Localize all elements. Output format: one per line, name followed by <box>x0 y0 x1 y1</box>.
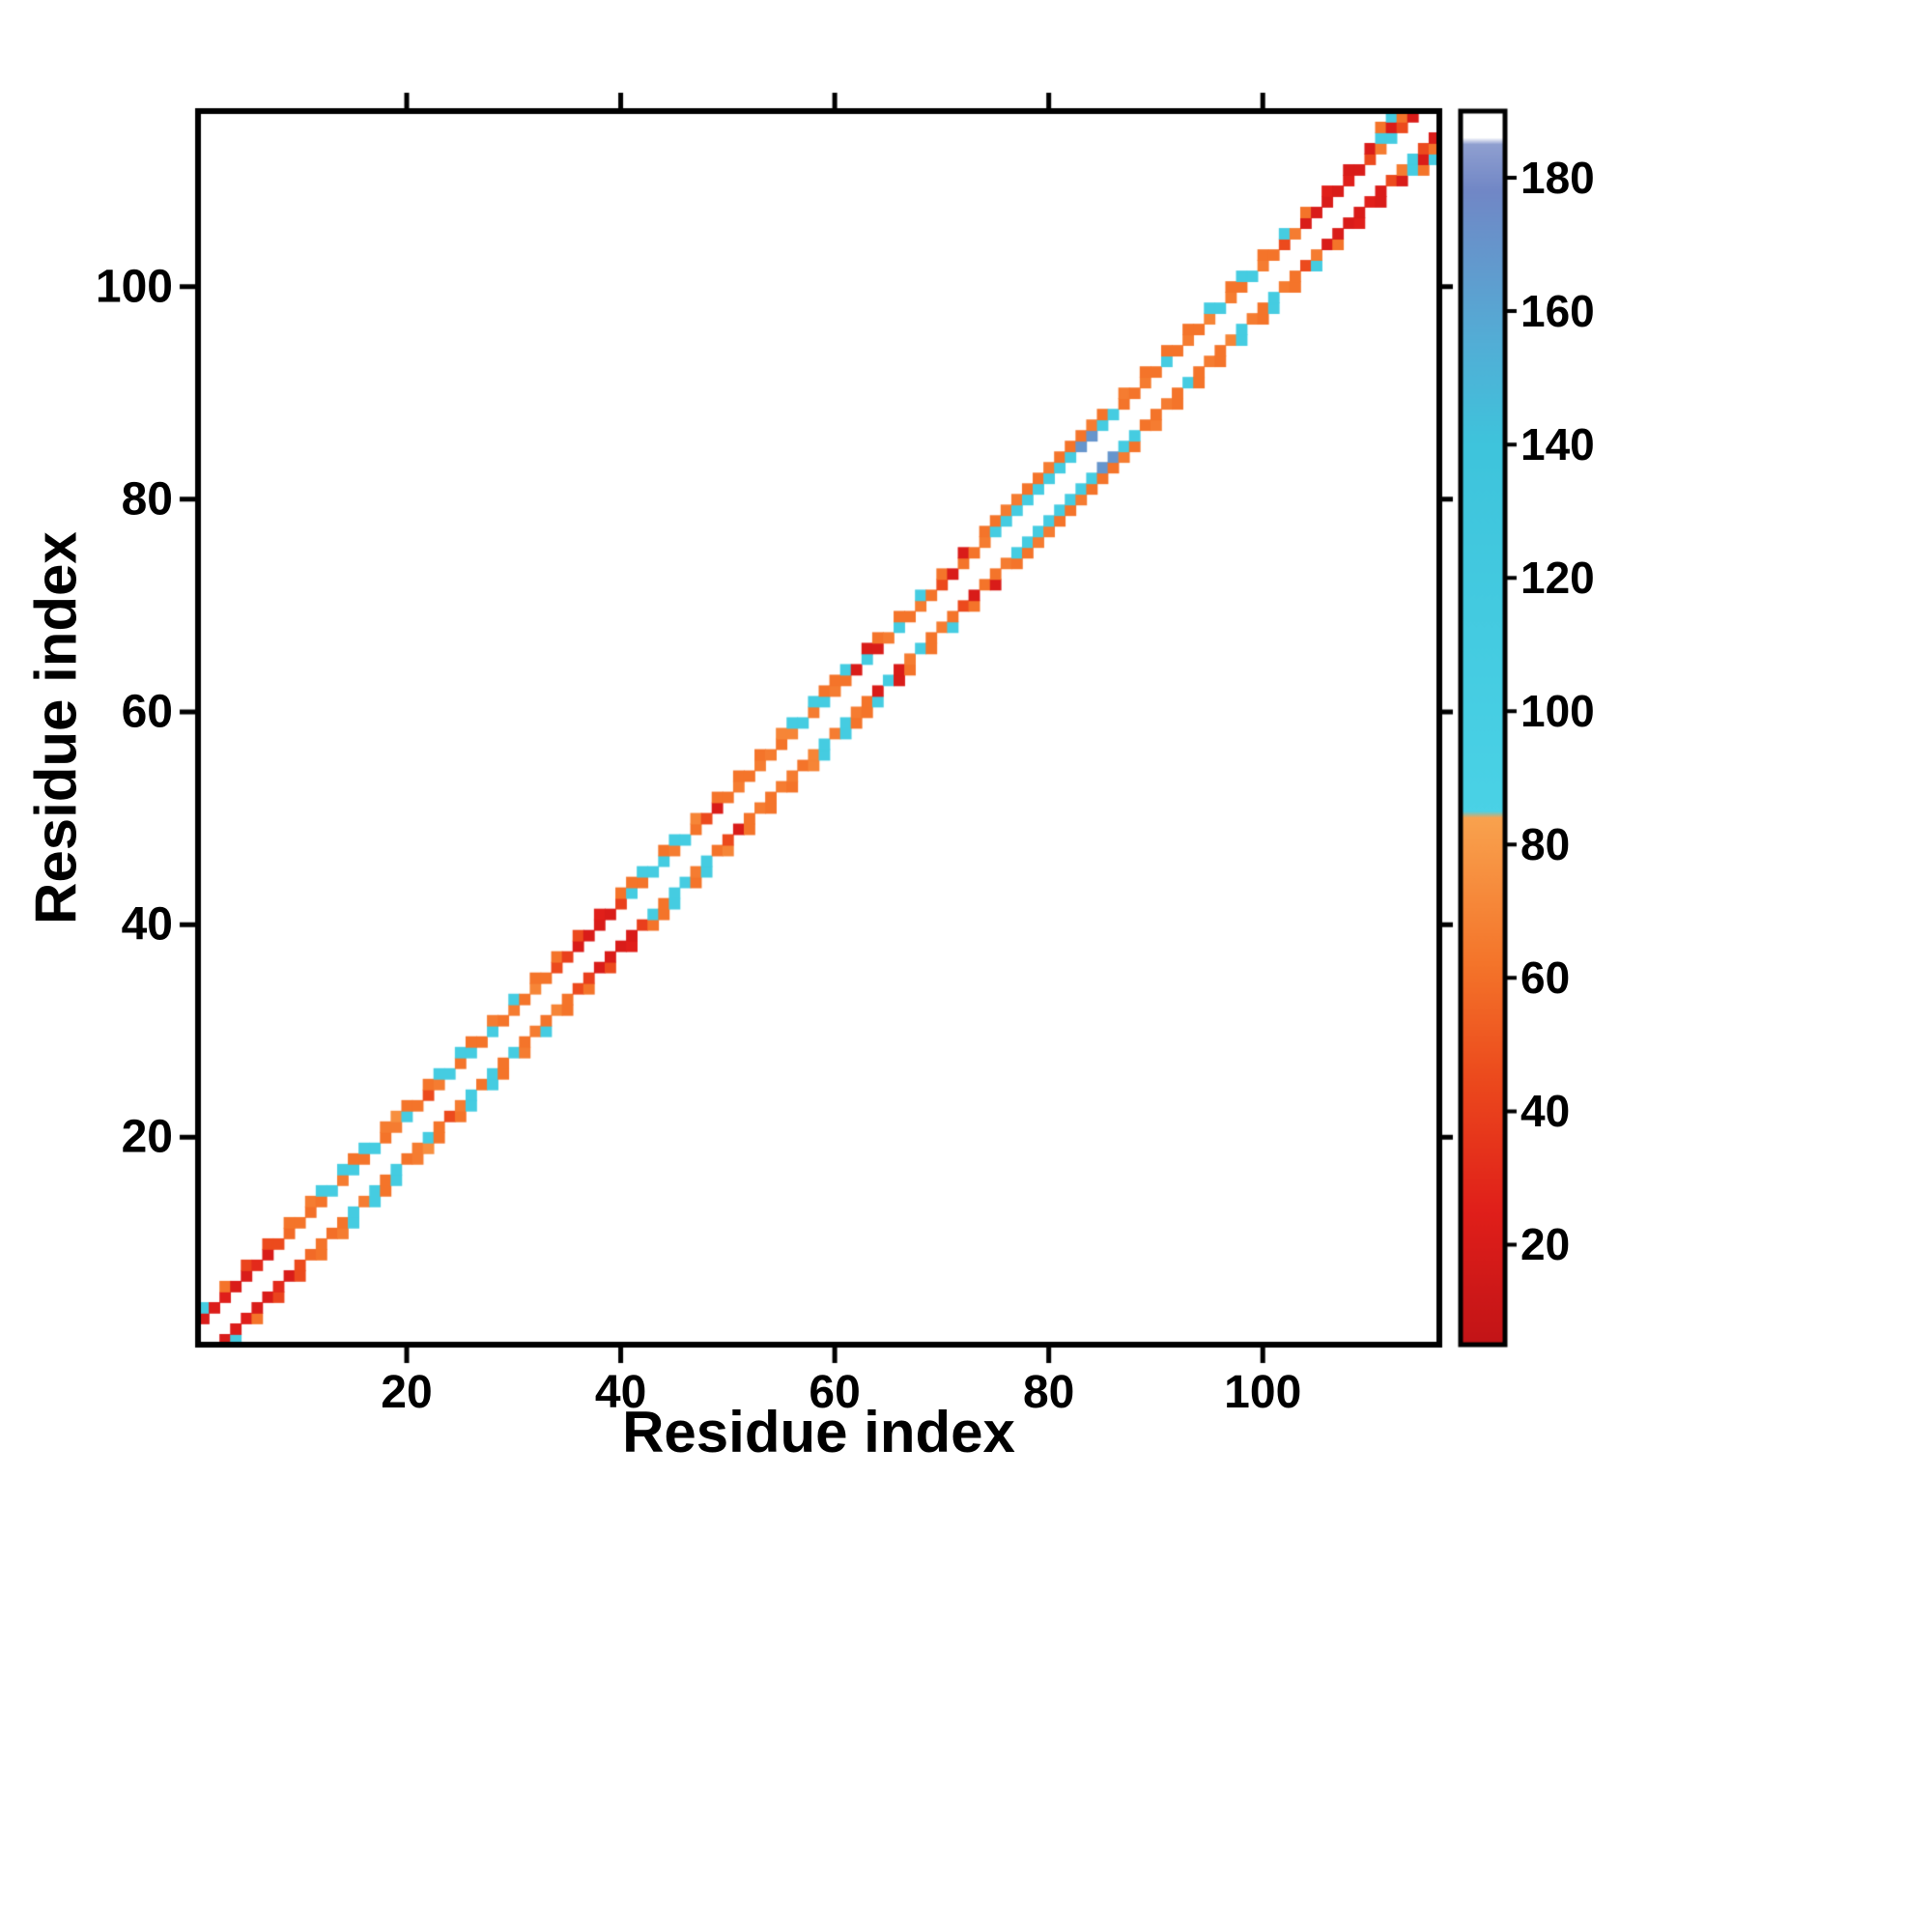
x-axis-title: Residue index <box>622 1400 1015 1464</box>
colorbar-tick-label: 80 <box>1520 819 1571 870</box>
colorbar-tick-label: 120 <box>1520 553 1595 604</box>
y-tick-label: 100 <box>95 261 173 313</box>
y-axis-title: Residue index <box>23 531 89 924</box>
colorbar-tick-label: 20 <box>1520 1219 1571 1270</box>
y-tick-label: 80 <box>121 473 173 526</box>
y-tick-label: 40 <box>121 898 173 951</box>
colorbar-tick-label: 160 <box>1520 286 1595 337</box>
y-tick-label: 60 <box>121 686 173 738</box>
x-tick-label: 20 <box>381 1367 433 1418</box>
x-tick-label: 60 <box>809 1367 861 1418</box>
colorbar-tick-label: 140 <box>1520 419 1595 470</box>
x-tick-label: 40 <box>594 1367 647 1418</box>
colorbar-tick-label: 180 <box>1520 153 1595 204</box>
colorbar-tick-label: 40 <box>1520 1086 1571 1137</box>
x-tick-label: 100 <box>1224 1367 1302 1418</box>
x-tick-label: 80 <box>1022 1367 1075 1418</box>
colorbar-tick-label: 60 <box>1520 952 1571 1004</box>
y-tick-label: 20 <box>121 1111 173 1163</box>
colorbar-tick-label: 100 <box>1520 686 1595 737</box>
